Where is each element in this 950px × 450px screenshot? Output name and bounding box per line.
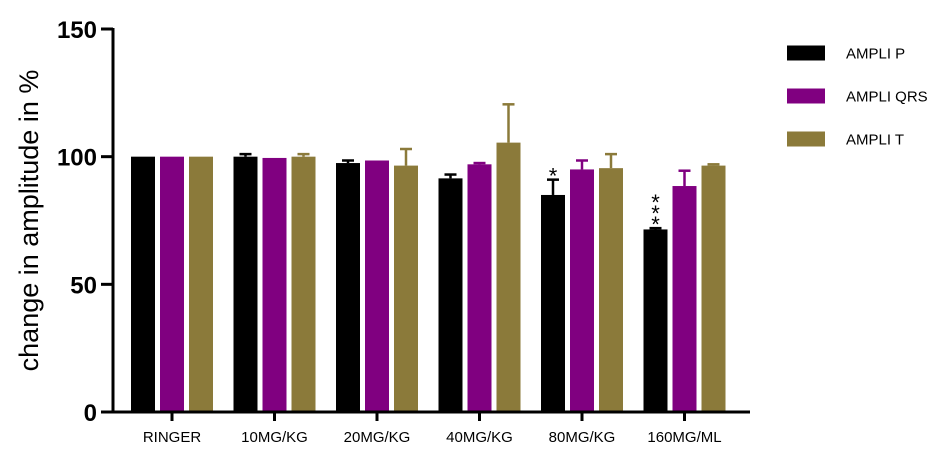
bar-ampli-qrs-160mg-ml <box>672 186 697 412</box>
significance-label-80mg-kg: * <box>549 164 558 189</box>
legend-swatch-ampli-t <box>787 131 825 147</box>
bar-ampli-qrs-40mg-kg <box>467 164 492 412</box>
bar-ampli-p-160mg-ml <box>643 229 668 412</box>
legend-label-ampli-t: AMPLI T <box>846 132 904 149</box>
significance-star: * <box>651 190 660 215</box>
axes <box>101 27 750 421</box>
bar-ampli-p-10mg-kg <box>233 156 258 412</box>
bar-ampli-qrs-10mg-kg <box>262 157 287 412</box>
bar-ampli-qrs-20mg-kg <box>365 160 389 412</box>
labels-layer: 0 50 100 150 RINGER 10MG/KG 20MG/KG 40MG/KG 80MG… <box>14 17 722 446</box>
bar-ampli-t-ringer <box>189 156 213 412</box>
y-axis-label: change in amplitude in % <box>14 70 44 372</box>
y-tick-label-0: 0 <box>84 400 97 427</box>
legend-swatch-ampli-p <box>787 45 825 61</box>
significance-star: * <box>651 201 660 226</box>
legend: AMPLI P AMPLI QRS AMPLI T <box>787 45 928 149</box>
bar-ampli-p-20mg-kg <box>336 163 360 412</box>
legend-label-ampli-qrs: AMPLI QRS <box>846 89 928 106</box>
bar-ampli-t-160mg-ml <box>701 165 726 412</box>
x-tick-label-10mg-kg: 10MG/KG <box>241 429 308 446</box>
legend-label-ampli-p: AMPLI P <box>846 46 905 63</box>
x-tick-label-40mg-kg: 40MG/KG <box>446 429 513 446</box>
bar-ampli-qrs-ringer <box>160 156 184 412</box>
bar-ampli-p-40mg-kg <box>438 178 463 412</box>
bars-layer <box>131 142 726 412</box>
error-bars-layer <box>239 103 720 230</box>
bar-ampli-p-ringer <box>131 156 155 412</box>
x-tick-label-80mg-kg: 80MG/KG <box>549 429 616 446</box>
x-tick-label-20mg-kg: 20MG/KG <box>344 429 411 446</box>
bar-ampli-t-80mg-kg <box>599 168 623 412</box>
bar-ampli-t-40mg-kg <box>496 142 521 412</box>
x-tick-label-ringer: RINGER <box>143 429 202 446</box>
y-tick-label-100: 100 <box>57 145 97 172</box>
bar-ampli-qrs-80mg-kg <box>570 169 594 412</box>
bar-ampli-t-10mg-kg <box>291 156 316 412</box>
y-tick-label-150: 150 <box>57 17 97 44</box>
significance-star: * <box>651 212 660 237</box>
y-tick-label-50: 50 <box>70 272 97 299</box>
bar-ampli-p-80mg-kg <box>541 194 565 412</box>
significance-label-160mg-ml: *** <box>651 190 660 237</box>
significance-star: * <box>549 164 558 189</box>
bar-ampli-t-20mg-kg <box>394 165 418 412</box>
x-tick-label-160mg-ml: 160MG/ML <box>647 429 721 446</box>
legend-swatch-ampli-qrs <box>787 88 825 104</box>
